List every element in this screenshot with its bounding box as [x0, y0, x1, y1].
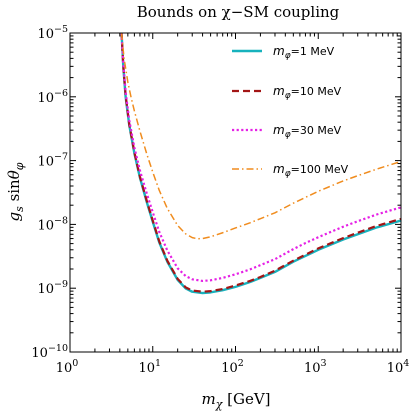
x-tick-label: 104 — [387, 358, 410, 376]
y-axis-label: gs sinθφ — [5, 162, 26, 221]
legend: mφ=1 MeV mφ=10 MeV mφ=30 MeV mφ=100 MeV — [232, 44, 349, 179]
series-line-3 — [120, 33, 401, 283]
series-line-2 — [120, 33, 401, 293]
ticks-layer — [69, 32, 402, 353]
x-tick-label: 100 — [56, 358, 79, 376]
y-tick-labels: 10−10 10−9 10−8 10−7 10−6 10−5 — [31, 24, 68, 361]
series-line-1 — [120, 33, 401, 295]
chart-title: Bounds on χ−SM coupling — [137, 3, 340, 21]
x-tick-label: 102 — [221, 358, 244, 376]
legend-label-4: mφ=100 MeV — [273, 162, 349, 179]
plot-frame — [69, 32, 402, 353]
legend-label-3: mφ=30 MeV — [273, 123, 342, 140]
y-tick-label: 10−7 — [37, 152, 68, 170]
x-tick-labels: 100 101 102 103 104 — [56, 358, 410, 376]
y-tick-label: 10−10 — [31, 343, 68, 361]
legend-label-1: mφ=1 MeV — [273, 44, 335, 61]
x-tick-label: 103 — [304, 358, 327, 376]
y-tick-label: 10−5 — [37, 24, 68, 42]
y-tick-label: 10−9 — [37, 279, 68, 297]
legend-label-2: mφ=10 MeV — [273, 84, 342, 101]
series-layer — [120, 33, 401, 295]
x-tick-label: 101 — [138, 358, 161, 376]
y-tick-label: 10−8 — [37, 215, 68, 233]
series-line-4 — [120, 33, 401, 240]
x-axis-label: mχ [GeV] — [201, 390, 270, 411]
y-tick-label: 10−6 — [37, 88, 68, 106]
